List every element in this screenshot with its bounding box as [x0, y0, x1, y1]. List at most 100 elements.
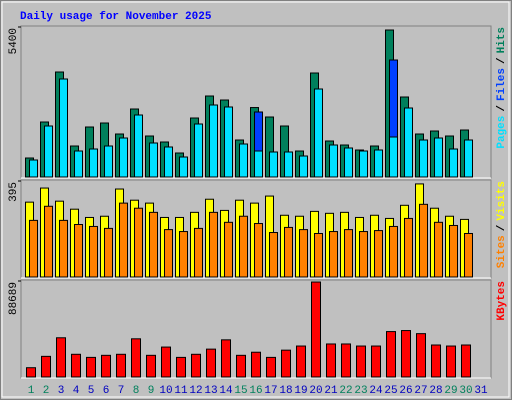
bar	[59, 219, 68, 278]
x-tick-label: 14	[219, 385, 233, 397]
bar	[149, 211, 158, 278]
legend-separator: /	[496, 105, 508, 112]
bar	[389, 136, 398, 178]
bar	[434, 221, 443, 278]
bar	[374, 149, 383, 178]
bar	[239, 143, 248, 178]
legend-separator: /	[496, 57, 508, 64]
x-tick-label: 1	[28, 385, 35, 397]
x-tick-label: 2	[43, 385, 50, 397]
bar	[356, 345, 366, 378]
x-tick-label: 17	[264, 385, 277, 397]
x-tick-label: 18	[279, 385, 292, 397]
bar	[329, 231, 338, 278]
bar	[104, 145, 113, 178]
x-tick-label: 27	[414, 385, 427, 397]
bar	[44, 205, 53, 278]
x-tick-label: 29	[444, 385, 457, 397]
bar	[416, 333, 426, 378]
bar	[359, 150, 368, 178]
bar	[311, 281, 321, 378]
legend-entry: Files	[496, 68, 508, 101]
bar	[344, 229, 353, 278]
bar	[44, 125, 53, 178]
bar	[131, 338, 141, 378]
bar	[74, 224, 83, 278]
legend: KBytes	[496, 281, 508, 321]
bar	[344, 147, 353, 178]
bar	[164, 229, 173, 278]
x-tick-label: 12	[189, 385, 202, 397]
bar	[41, 355, 51, 378]
bar	[419, 139, 428, 178]
x-tick-label: 4	[73, 385, 80, 397]
bar	[371, 345, 381, 378]
bar	[464, 232, 473, 278]
x-tick-label: 21	[324, 385, 338, 397]
bar	[194, 227, 203, 278]
bar	[179, 156, 188, 178]
x-tick-label: 8	[133, 385, 140, 397]
x-tick-label: 7	[118, 385, 125, 397]
bar	[419, 203, 428, 278]
x-tick-label: 23	[354, 385, 367, 397]
bar	[281, 349, 291, 378]
x-tick-label: 6	[103, 385, 110, 397]
bar	[104, 227, 113, 278]
bar	[434, 137, 443, 178]
bar	[29, 159, 38, 178]
bar	[176, 356, 186, 378]
bar	[401, 330, 411, 378]
legend-entry: Sites	[496, 235, 508, 268]
bar	[236, 354, 246, 378]
bar	[29, 219, 38, 278]
x-tick-label: 19	[294, 385, 307, 397]
bar	[89, 148, 98, 178]
bar	[224, 106, 233, 178]
bar	[284, 151, 293, 178]
bar	[464, 139, 473, 178]
bar	[251, 351, 261, 378]
y-tick-label: 88689	[8, 282, 20, 315]
bar	[161, 346, 171, 378]
chart-title: Daily usage for November 2025	[20, 11, 212, 23]
bar	[119, 202, 128, 278]
bar	[299, 155, 308, 178]
bar	[446, 345, 456, 378]
bar	[134, 207, 143, 278]
bar	[26, 367, 36, 378]
x-tick-label: 22	[339, 385, 352, 397]
bar	[374, 230, 383, 278]
bar	[149, 142, 158, 178]
legend-entry: KBytes	[496, 281, 508, 321]
x-tick-label: 5	[88, 385, 95, 397]
bar	[209, 211, 218, 278]
x-tick-label: 9	[148, 385, 155, 397]
bar	[284, 226, 293, 278]
bar	[194, 123, 203, 178]
bar	[314, 88, 323, 178]
bar	[71, 353, 81, 378]
legend-separator: /	[496, 224, 508, 231]
legend-entry: Visits	[496, 181, 508, 221]
bar	[86, 356, 96, 378]
x-tick-label: 28	[429, 385, 442, 397]
bar	[119, 137, 128, 178]
legend-entry: Pages	[496, 116, 508, 149]
bar	[116, 353, 126, 378]
bar	[314, 232, 323, 278]
bar	[449, 224, 458, 278]
bar	[326, 343, 336, 378]
bar	[209, 104, 218, 178]
bar	[341, 343, 351, 378]
bar	[89, 225, 98, 278]
bar	[74, 150, 83, 178]
x-tick-label: 30	[459, 385, 472, 397]
x-tick-label: 24	[369, 385, 383, 397]
legend: Sites / Visits	[496, 181, 508, 268]
bar	[179, 231, 188, 278]
x-tick-label: 26	[399, 385, 412, 397]
x-tick-label: 3	[58, 385, 65, 397]
